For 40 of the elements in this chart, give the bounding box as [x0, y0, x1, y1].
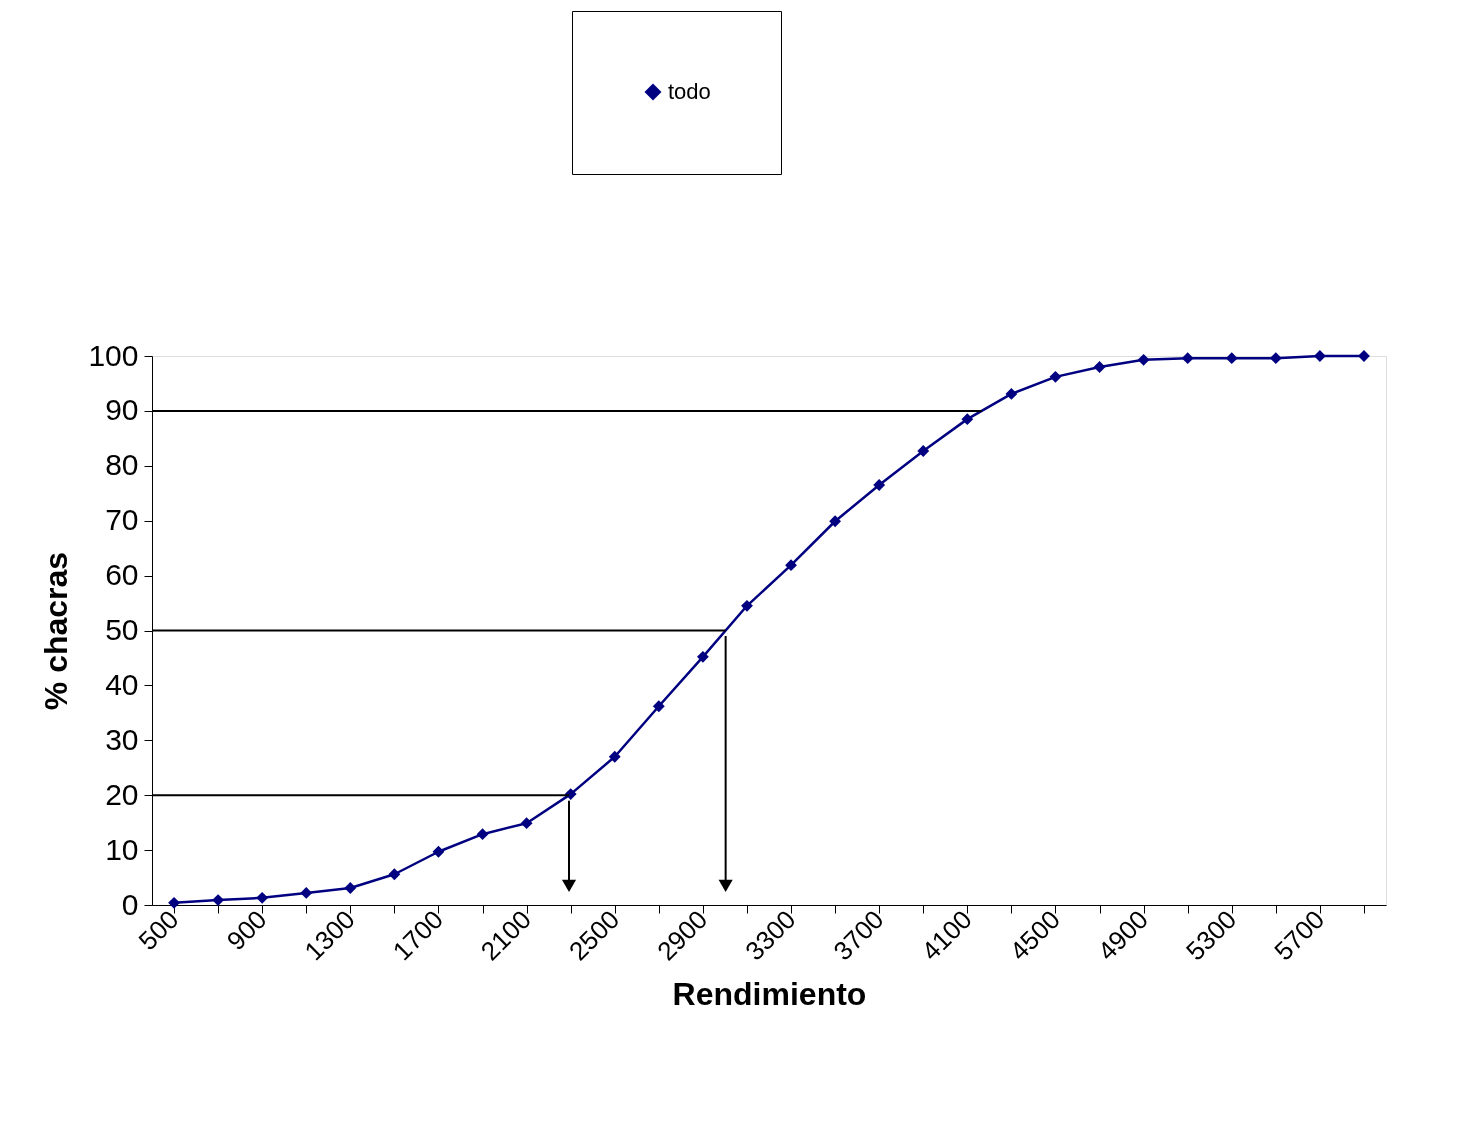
point	[785, 559, 797, 572]
y-tick-label: 40	[105, 667, 139, 701]
point	[168, 896, 180, 909]
y-tick-label: 30	[105, 722, 139, 756]
legend-label: todo	[668, 79, 711, 104]
y-tick-label: 60	[105, 558, 139, 592]
y-axis-title: % chacras	[38, 551, 75, 711]
point	[1181, 352, 1194, 365]
point	[256, 891, 269, 904]
point	[961, 413, 974, 426]
x-axis-title: Rendimiento	[672, 975, 867, 1012]
point	[608, 750, 621, 763]
y-tick-label: 10	[105, 832, 139, 866]
y-tick-label: 0	[121, 887, 139, 921]
point	[1269, 352, 1282, 365]
point	[741, 599, 753, 612]
point	[1049, 370, 1062, 383]
point	[476, 828, 489, 841]
point	[344, 882, 357, 894]
y-tick-label: 90	[105, 393, 139, 427]
point	[432, 845, 445, 858]
point	[652, 700, 665, 713]
point	[564, 788, 577, 801]
point	[388, 868, 401, 881]
point	[1225, 352, 1238, 365]
point	[829, 515, 842, 528]
point	[873, 479, 886, 491]
y-tick-label: 50	[105, 613, 139, 646]
point	[1093, 361, 1106, 373]
point	[1137, 353, 1150, 366]
point	[917, 445, 930, 457]
point	[520, 817, 533, 830]
y-tick-label: 80	[105, 448, 139, 482]
y-tick-label: 100	[88, 338, 139, 372]
point	[696, 650, 709, 663]
y-tick-label: 20	[105, 777, 139, 811]
point	[300, 887, 313, 899]
x-tick-label: 900	[220, 904, 273, 957]
point	[1005, 387, 1018, 400]
y-tick-label: 70	[105, 503, 139, 537]
